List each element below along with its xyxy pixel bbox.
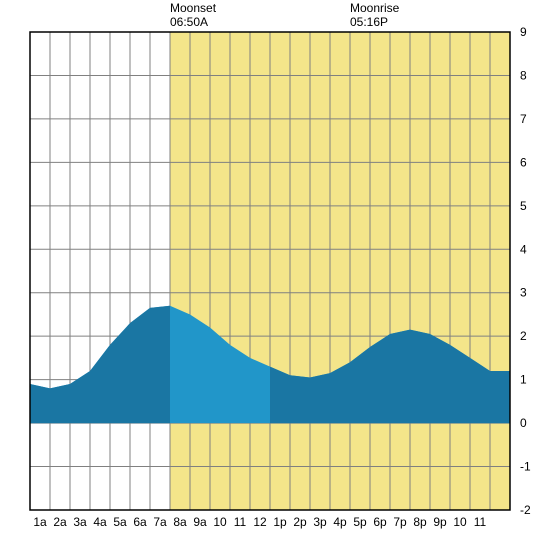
moon-event-time: 06:50A — [170, 15, 208, 29]
y-tick-label: 6 — [520, 155, 527, 169]
x-tick-label: 11 — [474, 515, 487, 529]
y-tick-label: 1 — [520, 373, 527, 387]
y-tick-label: -1 — [520, 460, 531, 474]
y-tick-label: 5 — [520, 199, 527, 213]
x-tick-label: 8a — [173, 515, 187, 529]
x-tick-label: 2p — [293, 515, 307, 529]
tide-chart-svg: 1a2a3a4a5a6a7a8a9a1011121p2p3p4p5p6p7p8p… — [0, 0, 550, 550]
x-tick-label: 3a — [73, 515, 87, 529]
x-tick-label: 4a — [93, 515, 107, 529]
y-tick-label: 8 — [520, 68, 527, 82]
x-tick-label: 3p — [313, 515, 327, 529]
moon-event-title: Moonrise — [350, 1, 400, 15]
y-tick-label: 4 — [520, 242, 527, 256]
x-tick-label: 12 — [253, 515, 267, 529]
x-tick-label: 9a — [193, 515, 207, 529]
x-tick-label: 5a — [113, 515, 127, 529]
x-tick-label: 8p — [413, 515, 427, 529]
daylight-band — [170, 32, 510, 510]
x-tick-label: 10 — [453, 515, 467, 529]
x-tick-label: 2a — [53, 515, 67, 529]
x-tick-label: 7a — [153, 515, 167, 529]
x-tick-label: 9p — [433, 515, 447, 529]
y-tick-label: 0 — [520, 416, 527, 430]
x-tick-label: 4p — [333, 515, 347, 529]
moon-event-title: Moonset — [170, 1, 217, 15]
tide-chart: 1a2a3a4a5a6a7a8a9a1011121p2p3p4p5p6p7p8p… — [0, 0, 550, 550]
x-tick-label: 7p — [393, 515, 407, 529]
x-tick-label: 1a — [33, 515, 47, 529]
x-tick-label: 5p — [353, 515, 367, 529]
x-tick-label: 11 — [234, 515, 247, 529]
x-tick-label: 6a — [133, 515, 147, 529]
moon-event-time: 05:16P — [350, 15, 388, 29]
x-tick-label: 10 — [213, 515, 227, 529]
y-tick-label: 3 — [520, 286, 527, 300]
y-tick-label: 2 — [520, 329, 527, 343]
y-tick-label: 7 — [520, 112, 527, 126]
x-tick-label: 1p — [273, 515, 287, 529]
y-tick-label: -2 — [520, 503, 531, 517]
y-tick-label: 9 — [520, 25, 527, 39]
x-tick-label: 6p — [373, 515, 387, 529]
